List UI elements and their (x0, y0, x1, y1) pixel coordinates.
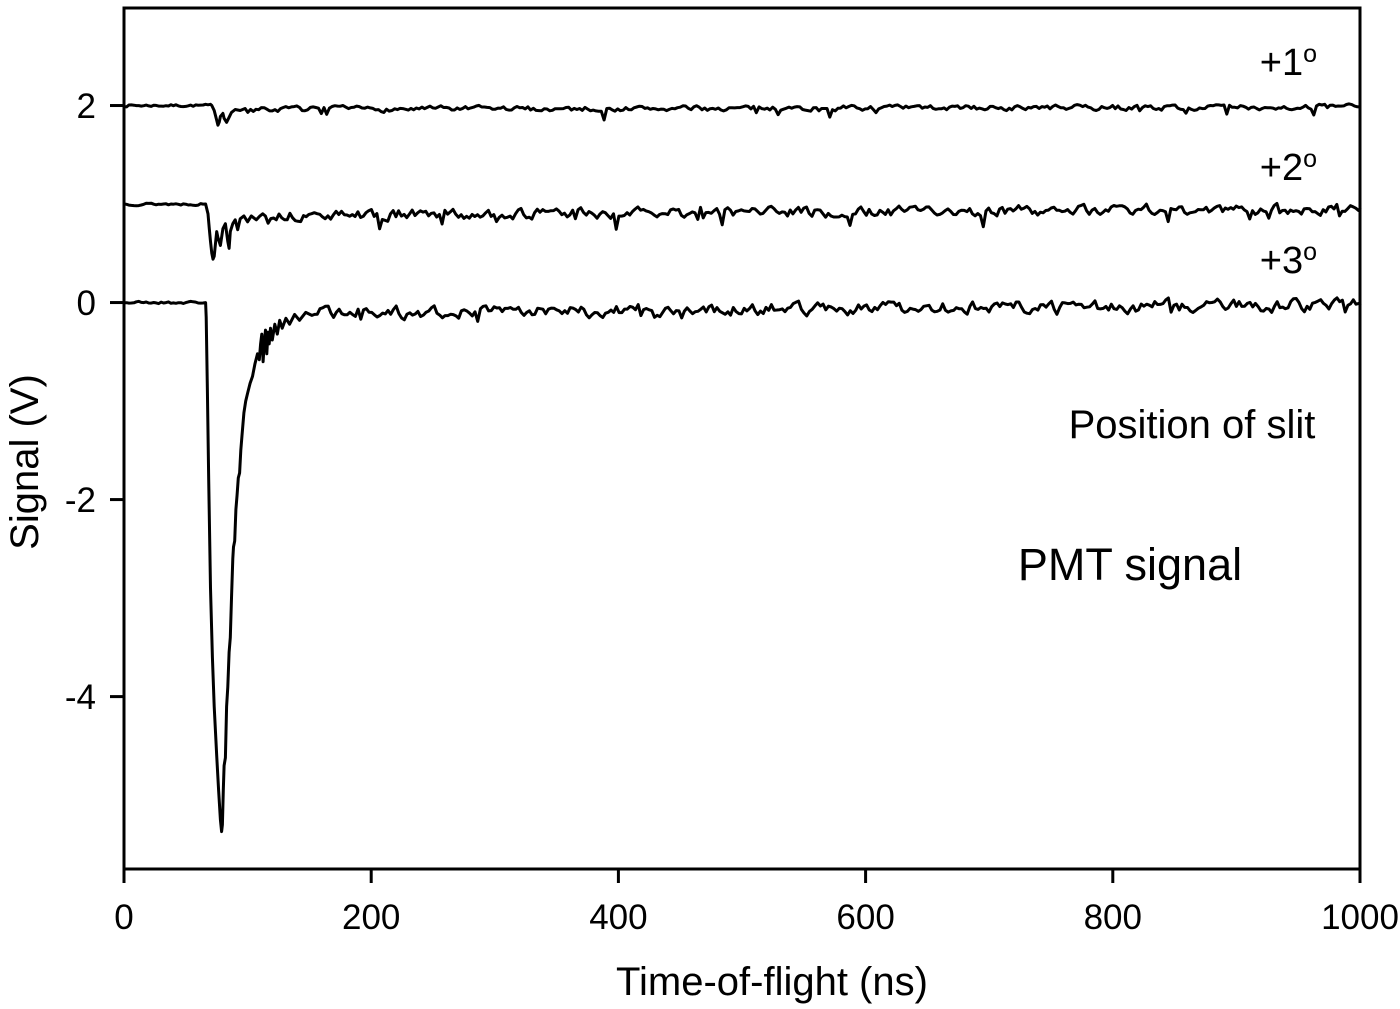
x-tick-label: 800 (1084, 898, 1142, 937)
series-label-slit-plus-2-deg: +2o (1260, 145, 1317, 189)
annotation-position-of-slit: Position of slit (1069, 403, 1316, 447)
x-tick-label: 400 (589, 898, 647, 937)
y-tick-label: 2 (77, 87, 96, 126)
trace-slit-plus-2-deg (122, 201, 1362, 261)
trace-slit-plus-3-deg (122, 296, 1362, 834)
x-tick-label: 600 (836, 898, 894, 937)
y-axis: 2 0 -2 -4 (65, 87, 124, 717)
x-tick-label: 0 (114, 898, 133, 937)
series-label-slit-plus-1-deg: +1o (1260, 40, 1317, 84)
x-tick-label: 1000 (1321, 898, 1399, 937)
y-axis-title: Signal (V) (3, 374, 47, 550)
y-tick-label: -2 (65, 481, 96, 520)
series-label-slit-plus-3-deg: +3o (1260, 238, 1317, 282)
x-tick-label: 200 (342, 898, 400, 937)
annotation-pmt-signal: PMT signal (1018, 539, 1242, 590)
trace-slit-plus-1-deg (122, 102, 1362, 127)
y-tick-label: -4 (65, 678, 96, 717)
x-axis-title: Time-of-flight (ns) (616, 960, 928, 1004)
series-labels-group: +1o +2o +3o (1260, 40, 1317, 282)
x-axis: 0 200 400 600 800 1000 (114, 869, 1399, 937)
plot-frame (122, 6, 1362, 871)
traces-group (122, 102, 1362, 834)
y-tick-label: 0 (77, 284, 96, 323)
annotations-group: Position of slit PMT signal (1018, 403, 1316, 590)
